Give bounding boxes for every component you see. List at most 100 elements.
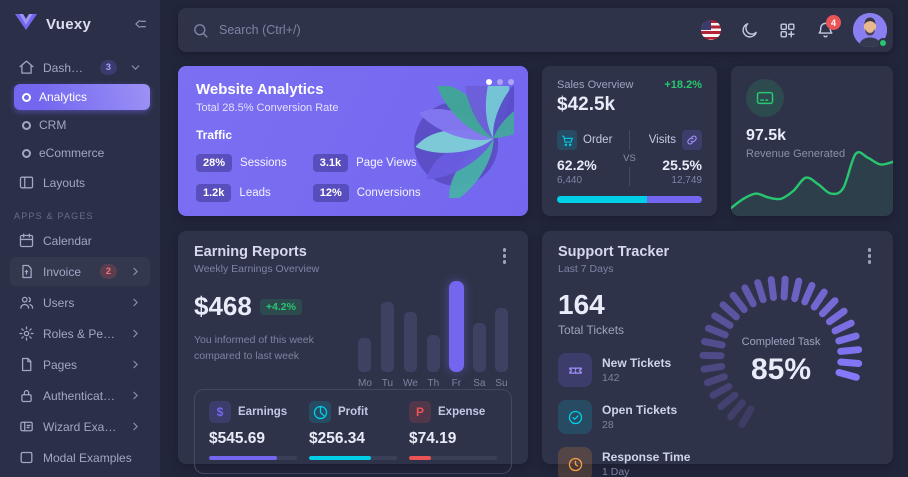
weekly-earnings-bar-chart: Mo Tu We Th Fr Sa Su bbox=[344, 281, 512, 389]
menu-section-label: APPS & PAGES bbox=[14, 211, 94, 221]
carousel-dot[interactable] bbox=[486, 79, 492, 85]
carousel-dot[interactable] bbox=[508, 79, 514, 85]
chevron-right-icon bbox=[129, 265, 142, 278]
summary-value: $74.19 bbox=[409, 430, 457, 447]
calendar-icon bbox=[18, 232, 35, 249]
language-flag-icon[interactable] bbox=[695, 14, 727, 46]
summary-progress-track bbox=[309, 456, 397, 460]
clock-icon bbox=[558, 447, 592, 477]
sidebar-menu: Dashboard 3 Analytics CRM eCommerce Layouts AP… bbox=[0, 47, 160, 477]
traffic-label: Traffic bbox=[196, 128, 233, 142]
chevron-right-icon bbox=[129, 358, 142, 371]
sidebar-item-pages[interactable]: Pages bbox=[10, 350, 150, 379]
online-status-dot bbox=[878, 38, 888, 48]
user-avatar[interactable] bbox=[853, 13, 888, 48]
check-icon bbox=[558, 400, 592, 434]
theme-moon-icon[interactable] bbox=[733, 14, 765, 46]
summary-value: $256.34 bbox=[309, 430, 366, 447]
ticket-stat-value: 1 Day bbox=[602, 466, 630, 477]
summary-earnings: $ Earnings $545.69 bbox=[209, 401, 297, 460]
sidebar-badge: 2 bbox=[99, 264, 117, 279]
ticket-stat-new-tickets: New Tickets 142 bbox=[558, 353, 877, 387]
sidebar-item-users[interactable]: Users bbox=[10, 288, 150, 317]
bar bbox=[426, 334, 440, 372]
navbar: Search (Ctrl+/) bbox=[178, 8, 893, 52]
sidebar-item-calendar[interactable]: Calendar bbox=[10, 226, 150, 255]
support-tracker-menu-icon[interactable] bbox=[862, 244, 878, 268]
chevron-right-icon bbox=[129, 389, 142, 402]
website-analytics-title: Website Analytics bbox=[196, 81, 324, 98]
bar-column-fr: Fr bbox=[448, 281, 464, 389]
traffic-stat-sessions: 28% Sessions bbox=[196, 154, 287, 172]
gauge-label: Completed Task bbox=[742, 336, 821, 348]
bar-label: Mo bbox=[358, 378, 372, 389]
main-area: Search (Ctrl+/) bbox=[160, 0, 908, 477]
sales-overview-title: Sales Overview bbox=[557, 79, 634, 91]
revenue-value: 97.5k bbox=[746, 127, 787, 144]
ticket-stat-label: Response Time bbox=[602, 450, 691, 464]
revenue-label: Revenue Generated bbox=[746, 148, 846, 160]
bar bbox=[494, 307, 508, 372]
earnings-change-badge: +4.2% bbox=[259, 298, 302, 315]
bullet-icon bbox=[22, 120, 31, 130]
website-analytics-subtitle: Total 28.5% Conversion Rate bbox=[196, 102, 339, 114]
bar-column-we: We bbox=[403, 281, 418, 389]
home-icon bbox=[18, 59, 35, 76]
summary-label: Expense bbox=[438, 406, 486, 418]
stat-value-chip: 1.2k bbox=[196, 184, 232, 202]
sidebar-item-wizard-examples[interactable]: Wizard Examples bbox=[10, 412, 150, 441]
summary-progress-track bbox=[409, 456, 497, 460]
stat-value-chip: 3.1k bbox=[312, 154, 349, 172]
visits-percent: 25.5% bbox=[662, 157, 702, 173]
summary-profit: Profit $256.34 bbox=[309, 401, 397, 460]
order-percent: 62.2% bbox=[557, 157, 597, 173]
sidebar-item-label: Pages bbox=[43, 357, 78, 372]
sidebar-item-ecommerce[interactable]: eCommerce bbox=[14, 140, 150, 166]
lock-icon bbox=[18, 387, 35, 404]
search-input[interactable]: Search (Ctrl+/) bbox=[192, 22, 695, 39]
sales-progress-bar bbox=[557, 196, 702, 203]
expense-icon: P bbox=[409, 401, 431, 423]
earnings-summary-box: $ Earnings $545.69 Profit $256.34 P Expe… bbox=[194, 389, 512, 474]
sidebar-item-authentications[interactable]: Authentications bbox=[10, 381, 150, 410]
summary-value: $545.69 bbox=[209, 430, 266, 447]
gear-icon bbox=[18, 325, 35, 342]
sidebar-item-invoice[interactable]: Invoice 2 bbox=[10, 257, 150, 286]
chevron-right-icon bbox=[129, 327, 142, 340]
analytics-sphere-graphic bbox=[402, 66, 528, 204]
traffic-stat-conversions: 12% Conversions bbox=[312, 184, 421, 202]
sidebar-item-label: Modal Examples bbox=[43, 450, 132, 465]
sidebar-item-label: Invoice bbox=[43, 264, 82, 279]
sidebar-item-dashboard[interactable]: Dashboard 3 bbox=[10, 53, 150, 82]
ticket-stat-value: 28 bbox=[602, 419, 614, 431]
sidebar-item-analytics[interactable]: Analytics bbox=[14, 84, 150, 110]
support-tracker-subtitle: Last 7 Days bbox=[558, 263, 614, 275]
sidebar-item-label: eCommerce bbox=[39, 146, 105, 160]
gauge-value: 85% bbox=[751, 353, 811, 386]
sidebar-item-crm[interactable]: CRM bbox=[14, 112, 150, 138]
sidebar-item-modal-examples[interactable]: Modal Examples bbox=[10, 443, 150, 472]
sidebar-item-roles-permissions[interactable]: Roles & Permissions bbox=[10, 319, 150, 348]
bullet-icon bbox=[22, 92, 31, 102]
users-icon bbox=[18, 294, 35, 311]
earning-reports-menu-icon[interactable] bbox=[497, 244, 513, 268]
traffic-stats: 28% Sessions 3.1k Page Views 1.2k Leads 12%… bbox=[196, 154, 421, 202]
ticket-stat-response-time: Response Time 1 Day bbox=[558, 447, 877, 477]
sidebar-collapse-icon[interactable] bbox=[132, 16, 148, 32]
shortcuts-grid-icon[interactable] bbox=[771, 14, 803, 46]
sidebar-item-label: Wizard Examples bbox=[43, 419, 117, 434]
bar-column-tu: Tu bbox=[380, 281, 394, 389]
carousel-dot[interactable] bbox=[497, 79, 503, 85]
earning-reports-title: Earning Reports bbox=[194, 244, 307, 260]
bar-label: We bbox=[402, 378, 418, 389]
visits-count: 12,749 bbox=[671, 175, 702, 186]
sidebar-item-layouts[interactable]: Layouts bbox=[10, 168, 150, 197]
sidebar-item-label: Authentications bbox=[43, 388, 117, 403]
order-count: 6,440 bbox=[557, 175, 583, 186]
earnings-note: You informed of this week compared to la… bbox=[194, 334, 314, 363]
total-tickets-label: Total Tickets bbox=[558, 323, 625, 337]
ticket-stat-open-tickets: Open Tickets 28 bbox=[558, 400, 877, 434]
bar bbox=[380, 302, 394, 372]
sidebar-item-label: Layouts bbox=[43, 175, 86, 190]
notifications-bell-icon[interactable]: 4 bbox=[809, 14, 841, 46]
